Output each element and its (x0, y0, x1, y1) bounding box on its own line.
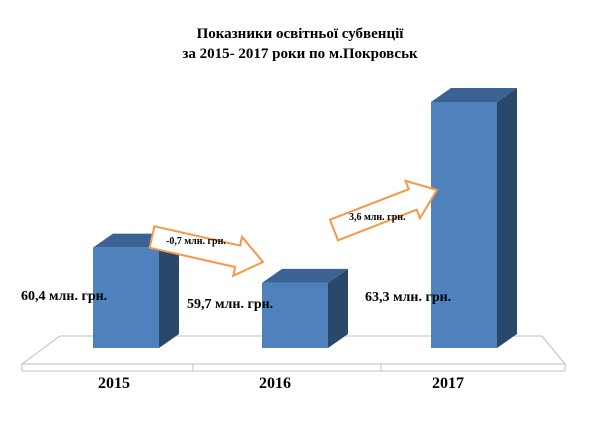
x-tick-label-2017: 2017 (432, 375, 464, 392)
value-label-2017: 63,3 млн. грн. (365, 290, 451, 305)
bar-front-face (262, 282, 328, 348)
bar-side-face (328, 268, 348, 348)
bar-top-face (431, 88, 517, 102)
change-label-2016-2017: 3,6 млн. грн. (349, 212, 406, 223)
chart-title-line-1: Показники освітньої субвенції (196, 26, 404, 42)
chart-title-line-2: за 2015- 2017 роки по м.Покровськ (182, 46, 418, 62)
change-label-2015-2016: -0,7 млн. грн. (166, 236, 226, 247)
change-arrow-2015-2016 (148, 225, 265, 278)
bar-2016 (262, 268, 348, 348)
bar-front-face (93, 247, 159, 348)
bar-2017 (431, 88, 517, 348)
x-tick-label-2016: 2016 (259, 375, 291, 392)
x-tick-label-2015: 2015 (98, 375, 130, 392)
bar-front-face (431, 102, 497, 348)
value-label-2016: 59,7 млн. грн. (187, 297, 273, 312)
change-arrow-2016-2017 (328, 179, 439, 242)
chart-title: Показники освітньої субвенції за 2015- 2… (0, 24, 600, 64)
bar-top-face (262, 268, 348, 283)
bar-side-face (159, 233, 179, 348)
value-label-2015: 60,4 млн. грн. (21, 289, 107, 304)
bar-side-face (497, 88, 517, 348)
